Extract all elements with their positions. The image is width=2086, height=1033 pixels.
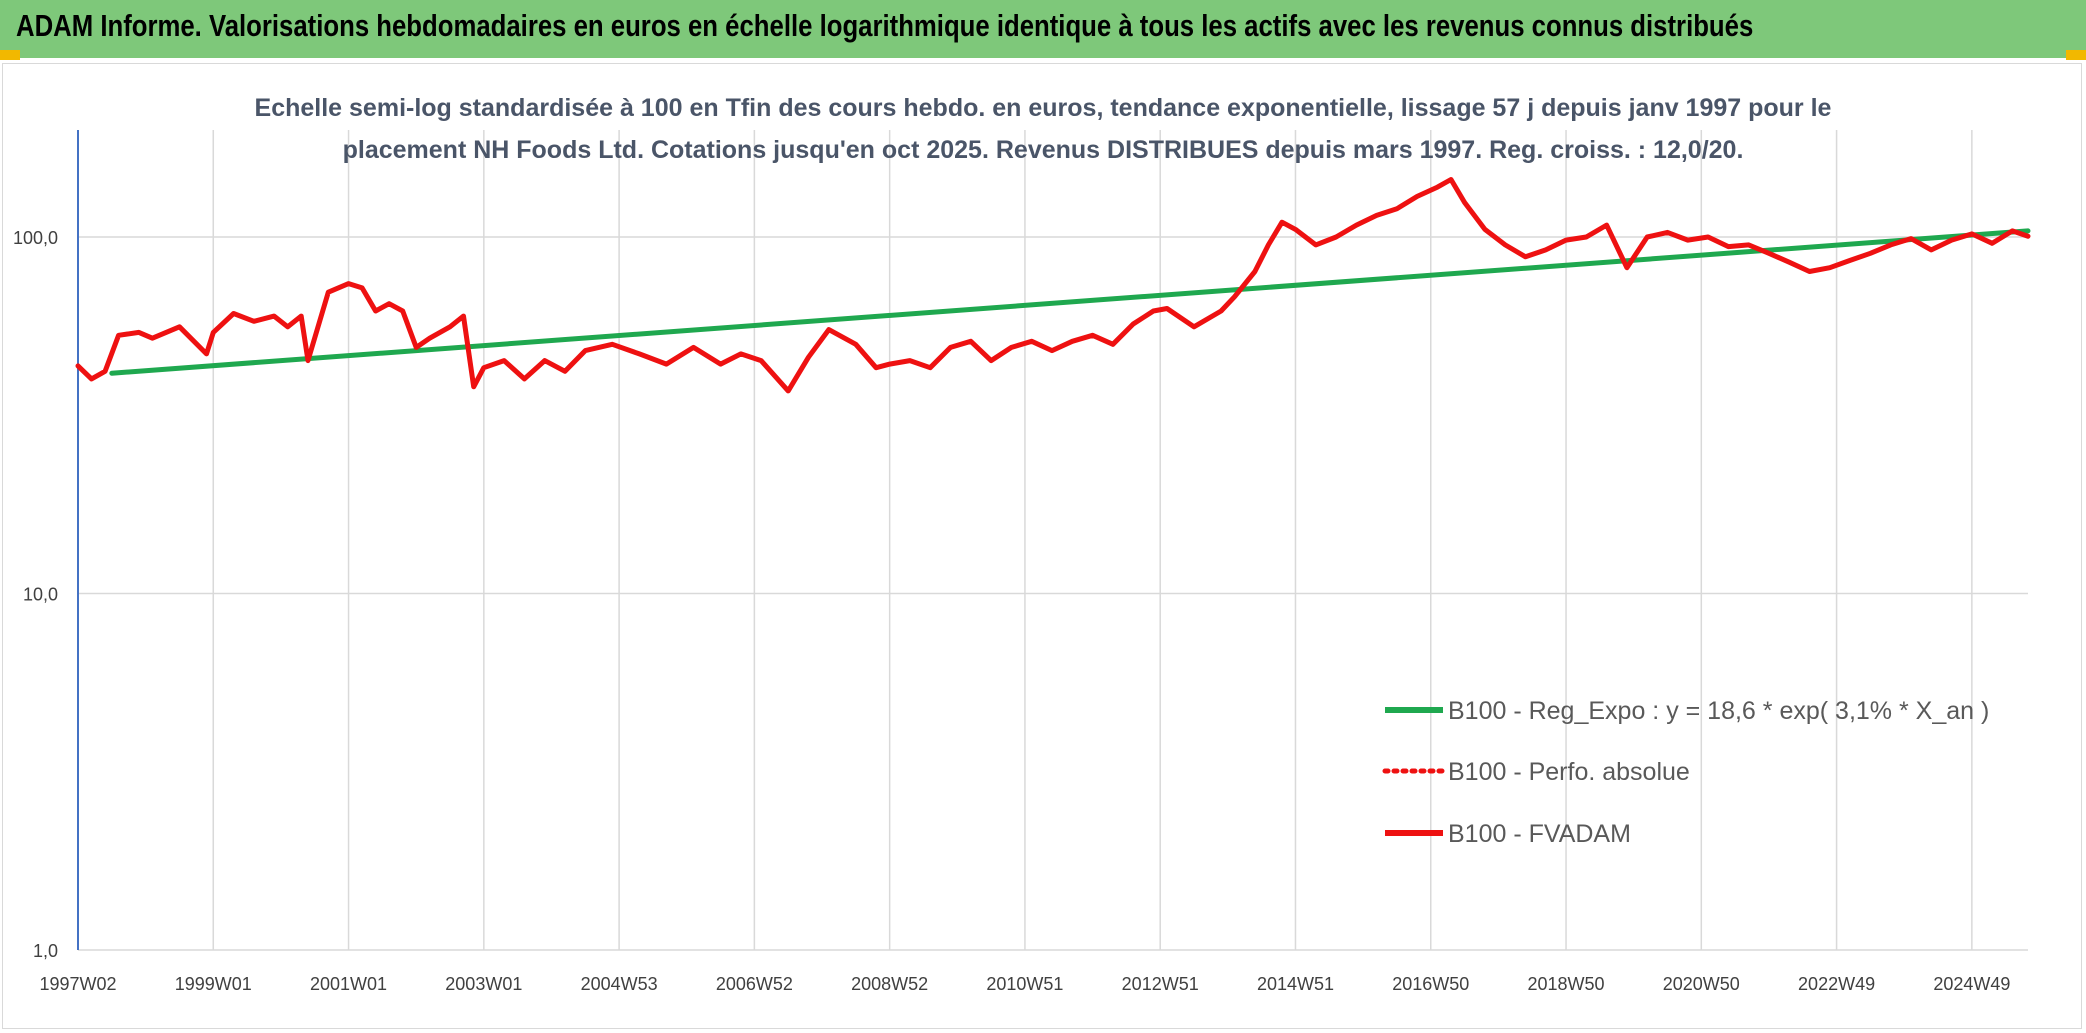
chart-area [2, 63, 2082, 1029]
legend-label-perfo: B100 - Perfo. absolue [1448, 758, 1690, 786]
x-tick-label: 2008W52 [851, 974, 928, 994]
x-tick-label: 2006W52 [716, 974, 793, 994]
title-banner: ADAM Informe. Valorisations hebdomadaire… [0, 0, 2086, 58]
series-line-fvadam [75, 177, 2031, 394]
x-tick-label: 2003W01 [445, 974, 522, 994]
chart-title-line-1: Echelle semi-log standardisée à 100 en T… [255, 94, 1832, 122]
series-line-regression [109, 228, 2031, 376]
x-tick-label: 2016W50 [1392, 974, 1469, 994]
x-tick-label: 2012W51 [1122, 974, 1199, 994]
report-title: ADAM Informe. Valorisations hebdomadaire… [16, 8, 1754, 43]
y-tick-label: 100,0 [13, 228, 58, 248]
x-tick-label: 2020W50 [1663, 974, 1740, 994]
y-tick-label: 10,0 [23, 585, 58, 605]
y-tick-label: 1,0 [33, 941, 58, 961]
x-tick-label: 1997W02 [39, 974, 116, 994]
legend: B100 - Reg_Expo : y = 18,6 * exp( 3,1% *… [1382, 697, 1989, 848]
x-tick-label: 2022W49 [1798, 974, 1875, 994]
x-tick-label: 2018W50 [1528, 974, 1605, 994]
series-lines [75, 177, 2031, 394]
x-tick-label: 2001W01 [310, 974, 387, 994]
legend-label-regression: B100 - Reg_Expo : y = 18,6 * exp( 3,1% *… [1448, 697, 1989, 725]
x-tick-label: 2010W51 [986, 974, 1063, 994]
x-axis-ticks: 1997W02 1999W01 2001W01 2003W01 2004W53 2006W… [39, 974, 2010, 994]
corner-mark-left [0, 50, 20, 60]
y-axis-ticks: 1,0 10,0 100,0 [13, 228, 58, 961]
chart-title-line-2: placement NH Foods Ltd. Cotations jusqu'… [343, 136, 1744, 164]
x-tick-label: 2004W53 [581, 974, 658, 994]
corner-mark-right [2066, 50, 2086, 60]
legend-label-fvadam: B100 - FVADAM [1448, 820, 1631, 848]
x-tick-label: 1999W01 [175, 974, 252, 994]
x-tick-label: 2014W51 [1257, 974, 1334, 994]
x-tick-label: 2024W49 [1933, 974, 2010, 994]
